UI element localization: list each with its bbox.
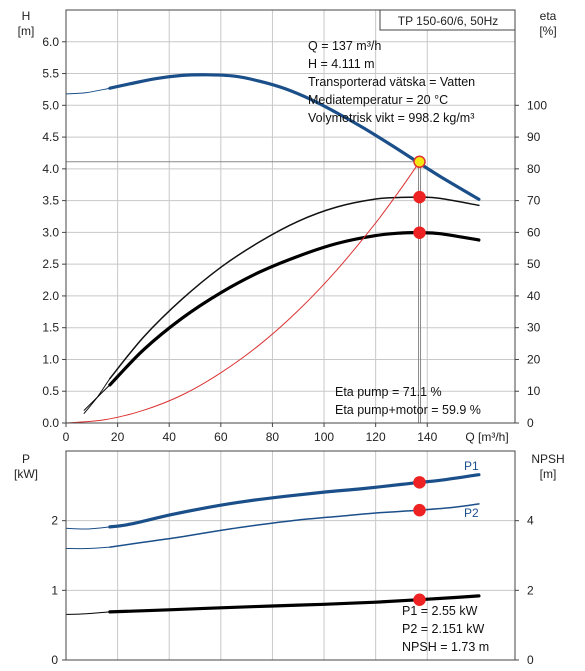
eta-pump-text: Eta pump = 71.1 % [335,385,442,399]
top-y-right-tick-label: 60 [527,225,541,239]
top-y-right-tick-label: 80 [527,162,541,176]
bottom-y-left-tick-label: 2 [51,514,58,528]
bottom-plot-frame [65,450,516,661]
top-x-tick-label: 100 [314,430,334,444]
top-y-right-tick-label: 90 [527,130,541,144]
bottom-y-right-tick-label: 0 [527,653,534,667]
p2-curve-label: P2 [464,506,479,520]
top-y-right-tick-label: 40 [527,289,541,303]
top-y-right-tick-label: 0 [527,416,534,430]
top-y-left-tick-label: 4.0 [42,162,59,176]
bottom-series-line-2 [109,503,480,548]
p-axis-label: P [22,452,30,466]
y-right-unit: [%] [539,24,556,38]
top-y-right-tick-label: 70 [527,194,541,208]
bottom-series-line-1 [65,526,111,530]
top-y-right-tick-label: 20 [527,352,541,366]
x-axis-q-label: Q [465,430,474,444]
top-series-line-1 [65,87,111,95]
top-x-tick-label: 60 [214,430,228,444]
top-y-left-tick-label: 0.5 [42,384,59,398]
info-line-density: Volymetrisk vikt = 998.2 kg/m³ [308,111,474,125]
top-y-left-tick-label: 0.0 [42,416,59,430]
top-grid [65,10,515,424]
top-marker-0 [413,155,426,169]
power-npsh-panel: 0 1 2 0 2 4 P [kW] NPSH [m] P1 P2 P1 = 2.55 k… [14,450,565,667]
p1-value-text: P1 = 2.55 kW [402,604,478,618]
top-y-right-tick-label: 100 [527,98,547,112]
top-x-tick-label: 0 [63,430,70,444]
top-y-left-tick-label: 4.5 [42,130,59,144]
top-y-right-tick-label: 50 [527,257,541,271]
top-y-left-tick-label: 5.5 [42,67,59,81]
top-y-left-tick-label: 1.0 [42,352,59,366]
p-axis-unit: [kW] [14,467,38,481]
bottom-y-right-tick-label: 4 [527,514,534,528]
bottom-series-line-4 [108,594,481,614]
top-ticks: 0 20 40 60 80 100 120 1400.00.51.01.52.02.53.03… [42,35,547,444]
npsh-value-text: NPSH = 1.73 m [402,640,489,654]
top-y-left-tick-label: 2.5 [42,257,59,271]
top-y-left-tick-label: 6.0 [42,35,59,49]
top-series [65,73,481,424]
chart-title: TP 150-60/6, 50Hz [398,14,499,28]
chart-title-box [379,9,516,31]
top-y-left-tick-label: 3.5 [42,194,59,208]
bottom-y-right-tick-label: 2 [527,583,534,597]
top-y-right-tick-label: 10 [527,384,541,398]
top-x-tick-label: 80 [266,430,280,444]
npsh-axis-label: NPSH [531,452,564,466]
top-x-tick-label: 140 [417,430,437,444]
info-line-liquid: Transporterad vätska = Vatten [308,75,475,89]
bottom-marker-1 [413,503,426,517]
bottom-marker-0 [413,476,426,489]
top-series-line-0 [108,73,481,201]
top-marker-1 [413,190,426,204]
info-line-h: H = 4.111 m [308,57,375,71]
y-left-label: H [22,9,31,23]
npsh-axis-unit: [m] [540,467,557,481]
top-series-line-5 [83,384,111,411]
top-plot-frame [65,9,516,424]
top-x-tick-label: 40 [163,430,177,444]
top-series-line-6 [65,161,420,424]
top-markers [413,155,426,239]
y-left-unit: [m] [18,24,35,38]
p2-value-text: P2 = 2.151 kW [402,622,485,636]
top-x-tick-label: 120 [366,430,386,444]
bottom-series-line-3 [65,546,111,550]
eta-pump-motor-text: Eta pump+motor = 59.9 % [335,403,481,417]
y-right-label: eta [540,9,557,23]
info-line-q: Q = 137 m³/h [308,39,381,53]
bottom-marker-2 [413,593,426,606]
top-x-tick-label: 20 [111,430,125,444]
top-y-left-tick-label: 1.5 [42,321,59,335]
top-y-right-tick-label: 30 [527,321,541,335]
bottom-series-line-5 [65,611,111,615]
top-y-left-tick-label: 5.0 [42,98,59,112]
x-axis-unit-label: [m³/h] [478,430,509,444]
bottom-ticks: 0 1 2 0 2 4 [51,514,534,667]
p1-curve-label: P1 [464,459,479,473]
top-y-left-tick-label: 2.0 [42,289,59,303]
info-line-temperature: Mediatemperatur = 20 °C [308,93,448,107]
top-y-left-tick-label: 3.0 [42,225,59,239]
bottom-y-left-tick-label: 1 [51,583,58,597]
bottom-y-left-tick-label: 0 [51,653,58,667]
bottom-markers [413,476,426,606]
top-marker-2 [413,226,426,239]
